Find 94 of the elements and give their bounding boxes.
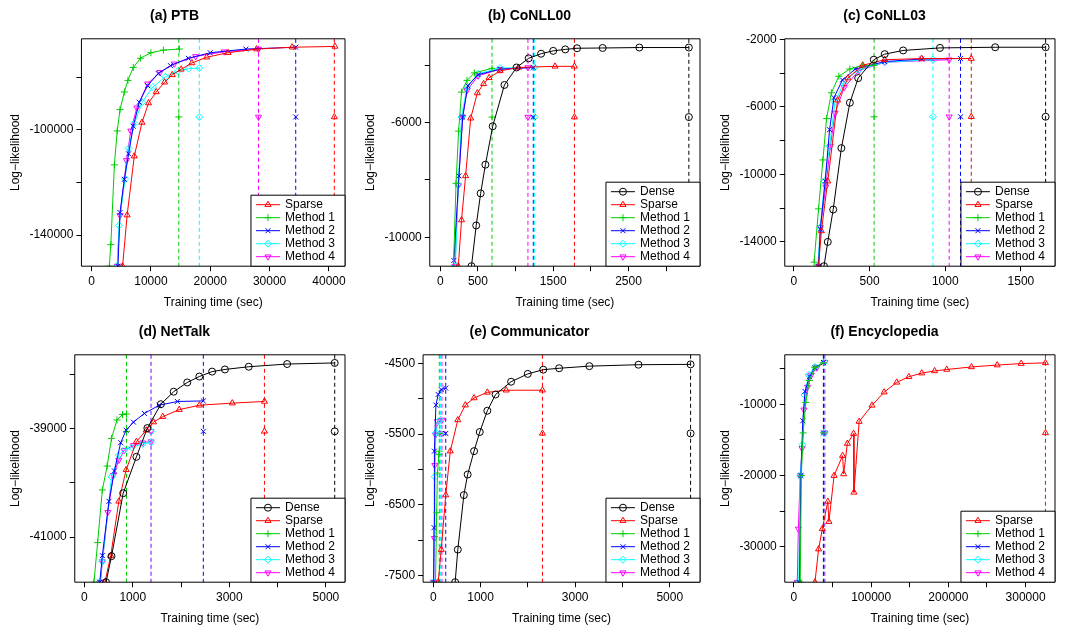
legend-label: Sparse: [284, 513, 324, 528]
y-tick-label: -41000: [29, 529, 68, 544]
legend-label: Method 3: [284, 236, 336, 251]
x-tick-label: 30000: [252, 273, 287, 288]
legend-label: Dense: [639, 500, 675, 515]
legend-label: Method 1: [284, 210, 336, 225]
legend-label: Method 3: [639, 236, 691, 251]
legend-label: Method 4: [284, 565, 336, 580]
x-tick-label: 100000: [851, 589, 892, 604]
legend-label: Method 1: [994, 210, 1046, 225]
y-axis-title: Log−likelihood: [362, 113, 377, 192]
legend-label: Dense: [284, 500, 320, 515]
x-tick-label: 2500: [615, 273, 643, 288]
legend-label: Method 2: [994, 223, 1046, 238]
y-tick-label: -30000: [739, 539, 778, 554]
x-axis-title: Training time (sec): [512, 611, 612, 626]
x-tick-label: 1500: [539, 273, 567, 288]
y-tick-label: -14000: [739, 234, 778, 249]
y-tick-label: -5500: [384, 426, 416, 441]
y-axis-title: Log−likelihood: [7, 429, 22, 508]
x-tick-label: 10000: [134, 273, 168, 288]
chart-title: (d) NetTalk: [138, 323, 211, 340]
x-axis-title: Training time (sec): [163, 295, 263, 310]
legend-label: Method 4: [639, 249, 691, 264]
legend-label: Method 1: [994, 526, 1046, 541]
x-tick-label: 500: [467, 273, 489, 288]
y-axis-title: Log−likelihood: [717, 113, 732, 192]
legend-label: Dense: [639, 184, 675, 199]
x-tick-label: 3000: [561, 589, 589, 604]
x-tick-label: 0: [81, 589, 89, 604]
legend-label: Method 2: [639, 539, 691, 554]
x-axis-title: Training time (sec): [160, 611, 260, 626]
legend-label: Method 4: [994, 565, 1046, 580]
x-tick-label: 40000: [312, 273, 346, 288]
chart-title: (f) Encyclopedia: [830, 323, 939, 340]
y-tick-label: -6000: [746, 99, 778, 114]
legend-label: Method 3: [639, 552, 691, 567]
legend-label: Method 2: [994, 539, 1046, 554]
y-tick-label: -140000: [29, 227, 74, 242]
y-tick-label: -39000: [29, 420, 68, 435]
y-axis-title: Log−likelihood: [717, 429, 732, 508]
y-tick-label: -2000: [746, 31, 778, 46]
x-tick-label: 500: [859, 273, 880, 288]
legend-label: Method 3: [994, 236, 1046, 251]
legend-label: Sparse: [994, 197, 1034, 212]
y-tick-label: -6500: [384, 497, 416, 512]
chart-title: (a) PTB: [150, 7, 199, 24]
legend-label: Method 2: [284, 223, 336, 238]
x-tick-label: 1000: [931, 273, 959, 288]
legend-label: Method 4: [994, 249, 1046, 264]
legend-label: Method 4: [639, 565, 691, 580]
y-tick-label: -6000: [391, 114, 423, 129]
x-tick-label: 5000: [656, 589, 684, 604]
x-axis-title: Training time (sec): [870, 611, 970, 626]
y-tick-label: -100000: [29, 122, 74, 137]
y-tick-label: -4500: [384, 355, 416, 370]
x-tick-label: 300000: [1005, 589, 1046, 604]
y-tick-label: -10000: [739, 166, 778, 181]
x-tick-label: 0: [429, 589, 437, 604]
chart-title: (b) CoNLL00: [487, 7, 572, 24]
x-tick-label: 0: [436, 273, 444, 288]
x-axis-title: Training time (sec): [515, 295, 615, 310]
legend-label: Method 1: [284, 526, 336, 541]
y-axis-title: Log−likelihood: [362, 429, 377, 508]
legend-label: Method 2: [284, 539, 336, 554]
legend-label: Method 4: [284, 249, 336, 264]
legend-label: Method 2: [639, 223, 691, 238]
chart-title: (e) Communicator: [469, 323, 590, 340]
x-tick-label: 1500: [1007, 273, 1035, 288]
y-axis-title: Log−likelihood: [7, 113, 22, 192]
legend-label: Dense: [994, 184, 1030, 199]
x-tick-label: 5000: [312, 589, 340, 604]
x-tick-label: 0: [790, 589, 798, 604]
y-tick-label: -10000: [384, 229, 423, 244]
y-tick-label: -20000: [739, 467, 778, 482]
x-tick-label: 1000: [467, 589, 495, 604]
x-tick-label: 0: [790, 273, 798, 288]
chart-title: (c) CoNLL03: [843, 7, 926, 24]
legend-label: Method 3: [994, 552, 1046, 567]
legend-label: Method 1: [639, 526, 691, 541]
legend-label: Sparse: [284, 197, 324, 212]
legend-label: Sparse: [994, 513, 1034, 528]
legend-label: Method 1: [639, 210, 691, 225]
y-tick-label: -10000: [739, 396, 778, 411]
x-tick-label: 20000: [193, 273, 228, 288]
x-tick-label: 0: [88, 273, 96, 288]
legend-label: Sparse: [639, 513, 679, 528]
x-tick-label: 200000: [928, 589, 969, 604]
y-tick-label: -7500: [384, 568, 416, 583]
x-tick-label: 1000: [119, 589, 147, 604]
legend-label: Method 3: [284, 552, 336, 567]
x-axis-title: Training time (sec): [870, 295, 970, 310]
x-tick-label: 3000: [215, 589, 243, 604]
legend-label: Sparse: [639, 197, 679, 212]
